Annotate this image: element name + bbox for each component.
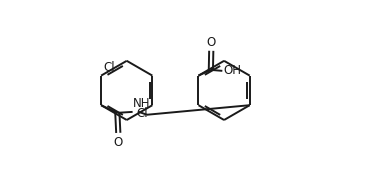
Text: Cl: Cl bbox=[103, 61, 115, 74]
Text: Cl: Cl bbox=[136, 107, 148, 120]
Text: O: O bbox=[206, 36, 216, 49]
Text: OH: OH bbox=[223, 64, 241, 77]
Text: NH: NH bbox=[133, 97, 151, 110]
Text: O: O bbox=[114, 136, 123, 149]
